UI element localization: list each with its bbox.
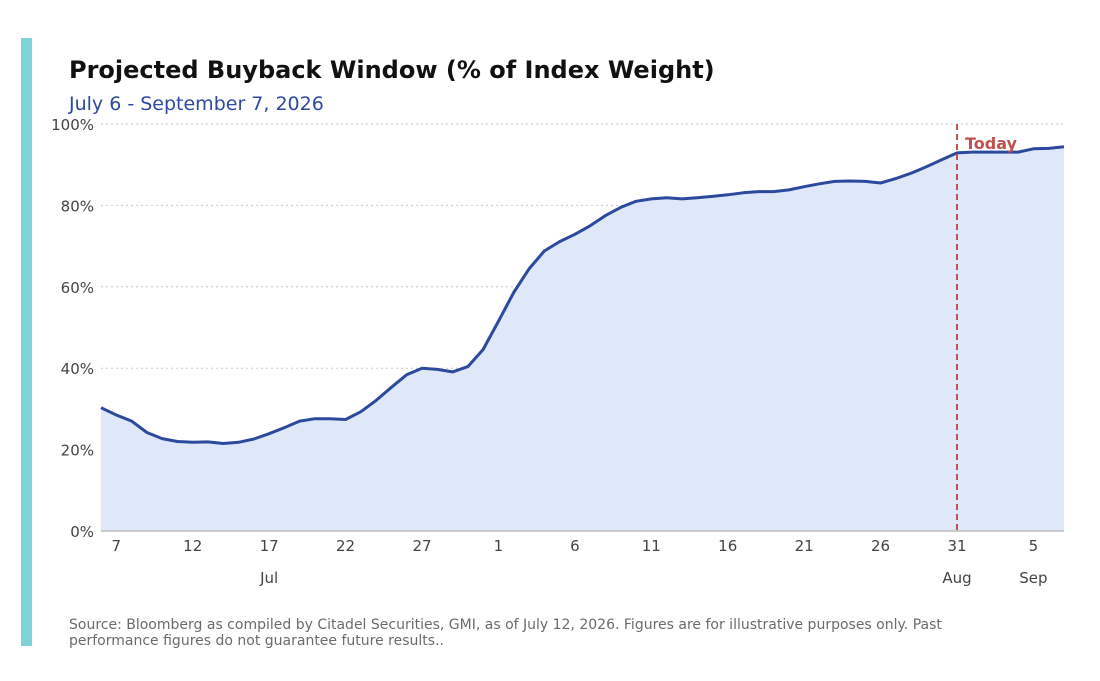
month-label-aug: Aug [942,569,971,587]
month-label-sep: Sep [1019,569,1047,587]
series-line [100,145,1065,445]
month-label-jul: Jul [259,569,278,587]
series-area [101,146,1064,532]
chart-title: Projected Buyback Window (% of Index Wei… [69,56,715,84]
x-tick-label-2026-07-07: 7 [112,537,122,555]
x-tick-label-2026-07-17: 17 [260,537,279,555]
y-tick-label-20: 20% [61,442,94,460]
x-tick-label-2026-08-16: 16 [718,537,737,555]
y-tick-label-100: 100% [51,116,94,134]
y-tick-label-0: 0% [70,523,94,541]
x-tick-label-2026-08-21: 21 [795,537,814,555]
x-tick-label-2026-08-31: 31 [947,537,966,555]
x-tick-label-2026-08-06: 6 [570,537,580,555]
y-axis-tick-labels: 0% 20% 40% 60% 80% 100% [51,116,94,541]
source-note: Source: Bloomberg as compiled by Citadel… [69,617,942,649]
x-tick-label-2026-08-26: 26 [871,537,890,555]
y-tick-label-60: 60% [61,279,94,297]
x-axis-tick-labels: 7 12 17 22 27 1 6 11 16 21 26 31 5 [112,537,1039,555]
x-tick-label-2026-08-11: 11 [642,537,661,555]
chart-subtitle: July 6 - September 7, 2026 [69,93,324,115]
x-tick-label-2026-07-27: 27 [412,537,431,555]
x-tick-label-2026-07-12: 12 [183,537,202,555]
x-axis-month-labels: Jul Aug Sep [259,569,1047,587]
x-tick-label-2026-09-05: 5 [1029,537,1039,555]
x-tick-label-2026-08-01: 1 [494,537,504,555]
y-tick-label-40: 40% [61,360,94,378]
y-tick-label-80: 80% [61,197,94,215]
buyback-area-chart: 0%20%40%60%80%100% 7 12 17 22 27 1 6 11 16 21 26 31… [51,116,1065,587]
x-tick-label-2026-07-22: 22 [336,537,355,555]
accent-bar [21,38,32,646]
today-label: Today [965,134,1018,153]
